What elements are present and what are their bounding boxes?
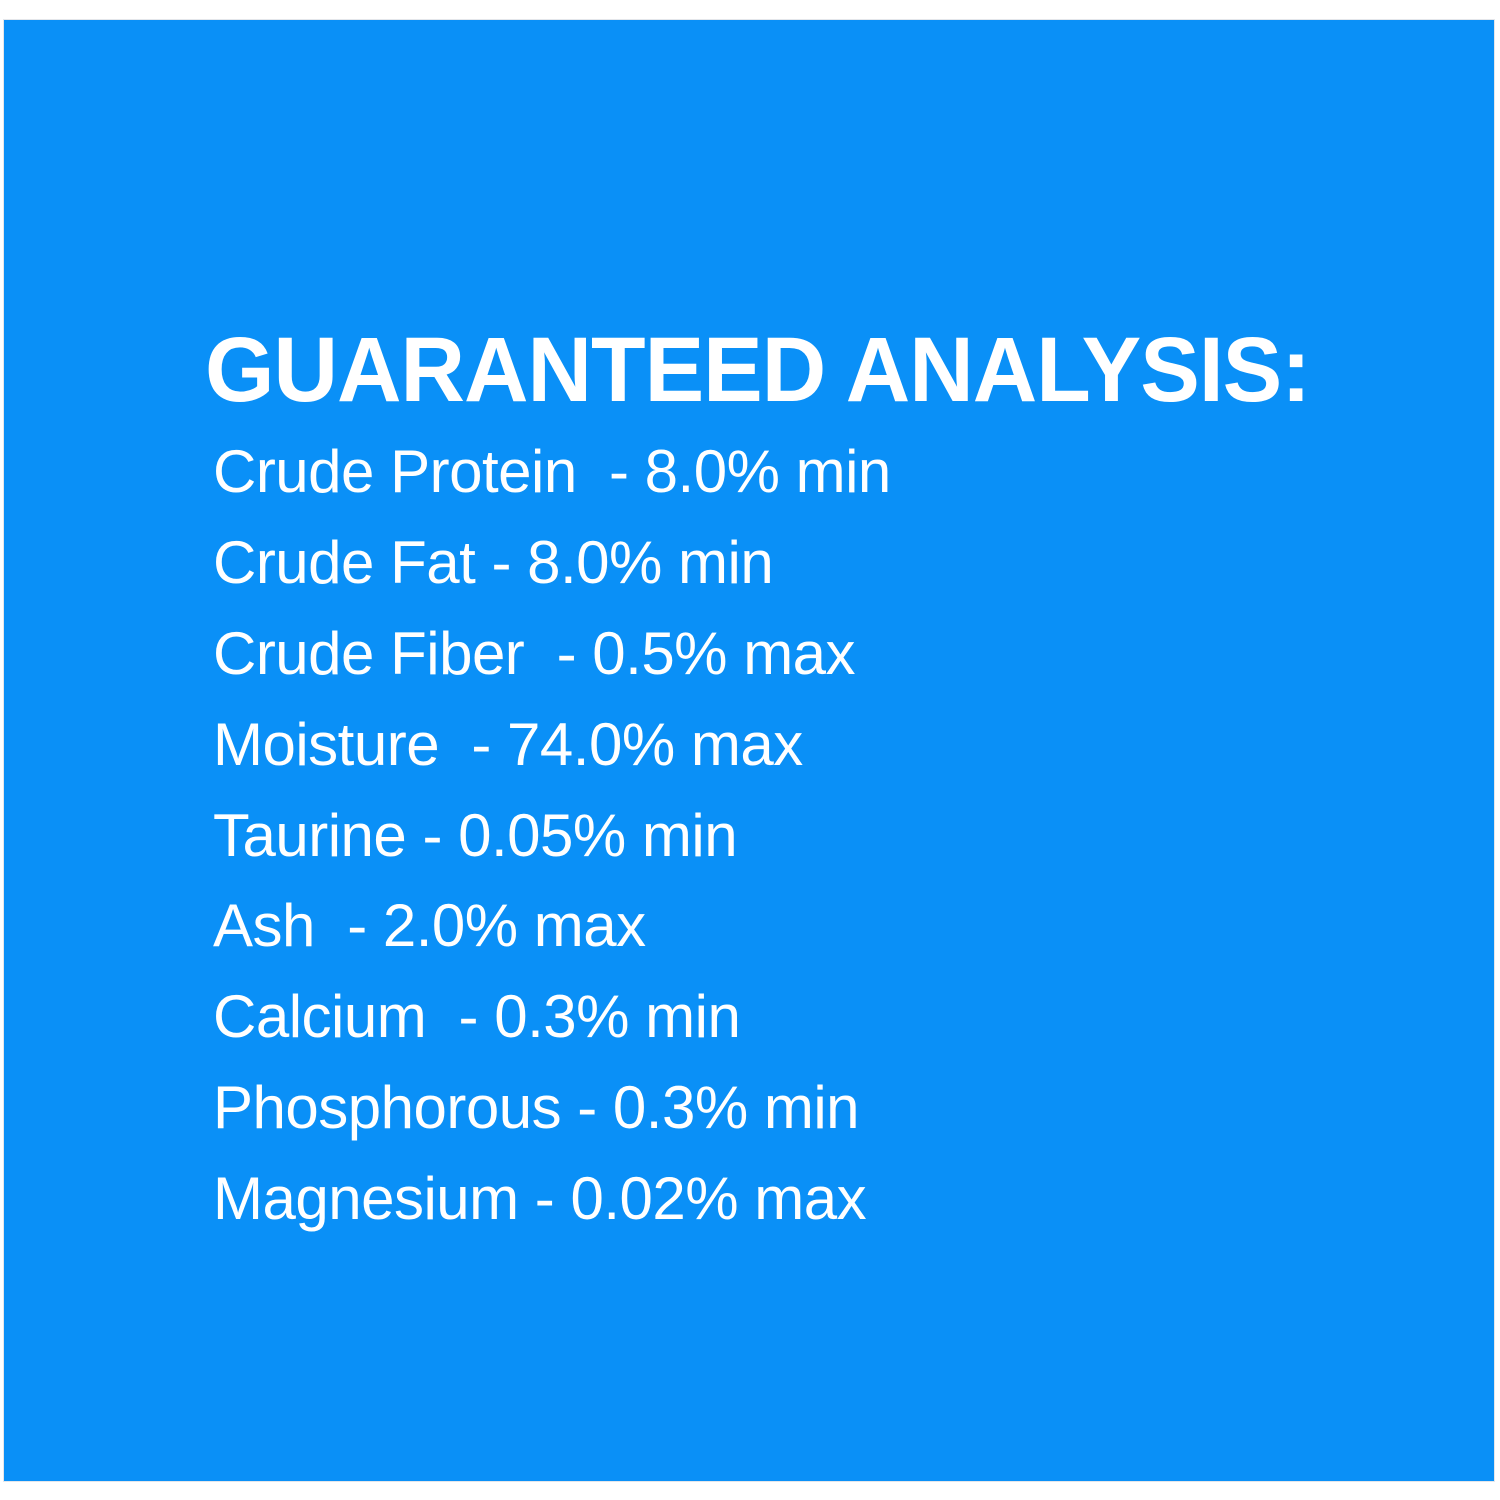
analysis-item-phosphorous: Phosphorous - 0.3% min — [213, 1074, 860, 1142]
analysis-item-crude-protein: Crude Protein - 8.0% min — [213, 438, 891, 505]
analysis-item-crude-fiber: Crude Fiber - 0.5% max — [213, 619, 856, 687]
analysis-item-moisture: Moisture - 74.0% max — [213, 710, 803, 778]
analysis-panel: GUARANTEED ANALYSIS: Crude Protein - 8.0… — [4, 20, 1494, 1481]
analysis-list: Crude Protein - 8.0% min Crude Fat - 8.0… — [213, 434, 891, 1252]
analysis-item-calcium: Calcium - 0.3% min — [213, 983, 741, 1051]
analysis-item-crude-fat: Crude Fat - 8.0% min — [213, 528, 774, 596]
analysis-item-ash: Ash - 2.0% max — [213, 892, 646, 960]
title-heading: GUARANTEED ANALYSIS: — [205, 319, 1311, 421]
analysis-item-magnesium: Magnesium - 0.02% max — [213, 1165, 867, 1233]
analysis-item-taurine: Taurine - 0.05% min — [213, 801, 738, 869]
